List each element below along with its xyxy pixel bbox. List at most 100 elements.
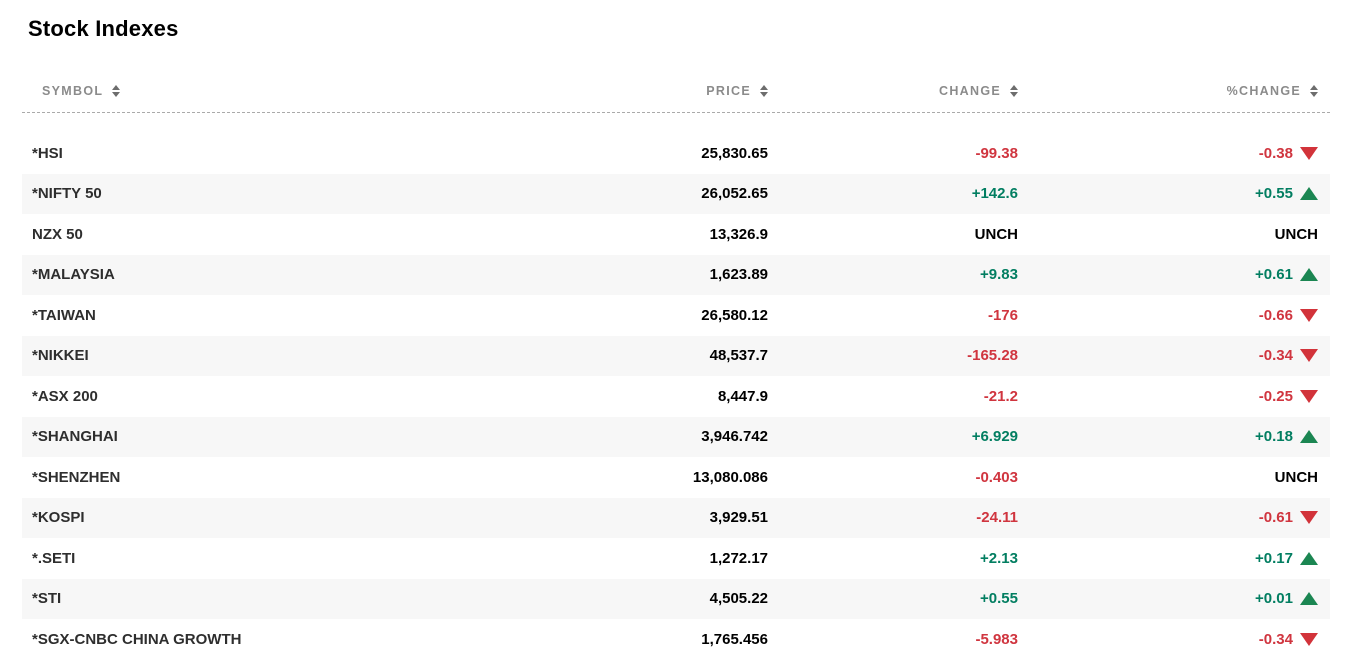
symbol-cell[interactable]: *SHENZHEN — [32, 468, 121, 486]
pct-change-cell: -0.34 — [1018, 347, 1330, 364]
pct-change-value: +0.17 — [1255, 549, 1293, 567]
up-triangle-icon — [1300, 551, 1318, 565]
pct-change-value: +0.01 — [1255, 590, 1293, 608]
symbol-cell[interactable]: *KOSPI — [32, 509, 85, 527]
symbol-cell[interactable]: *SHANGHAI — [32, 428, 118, 446]
table-row[interactable]: *HSI 25,830.65 -99.38 -0.38 — [22, 133, 1330, 174]
price-cell: 3,946.742 — [701, 428, 768, 446]
price-cell: 48,537.7 — [709, 347, 768, 365]
table-row[interactable]: *TAIWAN 26,580.12 -176 -0.66 — [22, 295, 1330, 336]
pct-change-value: -0.61 — [1258, 509, 1293, 527]
stock-indexes-table: SYMBOL PRICE CHANGE %CHANGE *HSI 25,830.… — [22, 70, 1330, 660]
table-row[interactable]: *STI 4,505.22 +0.55 +0.01 — [22, 578, 1330, 619]
column-header-pct-change-label: %CHANGE — [1226, 84, 1301, 98]
table-row[interactable]: NZX 50 13,326.9 UNCH UNCH — [22, 214, 1330, 255]
column-header-symbol[interactable]: SYMBOL — [22, 84, 522, 98]
page-title: Stock Indexes — [28, 16, 179, 41]
column-header-change[interactable]: CHANGE — [768, 84, 1018, 98]
down-triangle-icon — [1300, 511, 1318, 525]
pct-change-cell: +0.55 — [1018, 185, 1330, 202]
symbol-cell[interactable]: *NIKKEI — [32, 347, 89, 365]
change-cell: -0.403 — [975, 468, 1018, 486]
pct-change-value: UNCH — [1274, 225, 1318, 243]
pct-change-cell: +0.18 — [1018, 428, 1330, 445]
up-triangle-icon — [1300, 592, 1318, 606]
pct-change-value: -0.34 — [1258, 630, 1293, 648]
table-row[interactable]: *ASX 200 8,447.9 -21.2 -0.25 — [22, 376, 1330, 417]
down-triangle-icon — [1300, 308, 1318, 322]
table-header-row: SYMBOL PRICE CHANGE %CHANGE — [22, 70, 1330, 113]
column-header-change-label: CHANGE — [939, 84, 1001, 98]
sort-arrows-icon[interactable] — [1310, 85, 1318, 97]
sort-arrows-icon[interactable] — [112, 85, 121, 97]
pct-change-cell: +0.61 — [1018, 266, 1330, 283]
table-row[interactable]: *KOSPI 3,929.51 -24.11 -0.61 — [22, 497, 1330, 538]
symbol-cell[interactable]: *STI — [32, 590, 62, 608]
symbol-cell[interactable]: *NIFTY 50 — [32, 185, 102, 203]
down-triangle-icon — [1300, 146, 1318, 160]
column-header-price-label: PRICE — [706, 84, 751, 98]
change-cell: -99.38 — [975, 144, 1018, 162]
pct-change-value: -0.34 — [1258, 347, 1293, 365]
table-row[interactable]: *SHENZHEN 13,080.086 -0.403 UNCH — [22, 457, 1330, 498]
symbol-cell[interactable]: *.SETI — [32, 549, 76, 567]
table-row[interactable]: *NIKKEI 48,537.7 -165.28 -0.34 — [22, 335, 1330, 376]
price-cell: 13,080.086 — [692, 468, 768, 486]
down-triangle-icon — [1300, 632, 1318, 646]
table-row[interactable]: *MALAYSIA 1,623.89 +9.83 +0.61 — [22, 254, 1330, 295]
change-cell: -24.11 — [976, 509, 1018, 527]
pct-change-value: -0.38 — [1258, 144, 1293, 162]
table-row[interactable]: *.SETI 1,272.17 +2.13 +0.17 — [22, 538, 1330, 579]
price-cell: 13,326.9 — [709, 225, 768, 243]
pct-change-cell: -0.66 — [1018, 307, 1330, 324]
pct-change-cell: -0.38 — [1018, 145, 1330, 162]
column-header-pct-change[interactable]: %CHANGE — [1018, 84, 1330, 98]
up-triangle-icon — [1300, 430, 1318, 444]
down-triangle-icon — [1300, 389, 1318, 403]
change-cell: +2.13 — [980, 549, 1018, 567]
price-cell: 1,272.17 — [709, 549, 768, 567]
pct-change-cell: +0.17 — [1018, 550, 1330, 567]
change-cell: +0.55 — [980, 590, 1018, 608]
price-cell: 1,623.89 — [709, 266, 768, 284]
pct-change-cell: -0.34 — [1018, 631, 1330, 648]
change-cell: -176 — [987, 306, 1018, 324]
pct-change-cell: UNCH — [1018, 226, 1330, 243]
pct-change-value: -0.25 — [1258, 387, 1293, 405]
pct-change-value: +0.61 — [1255, 266, 1293, 284]
pct-change-value: UNCH — [1274, 468, 1318, 486]
up-triangle-icon — [1300, 268, 1318, 282]
pct-change-cell: -0.61 — [1018, 509, 1330, 526]
pct-change-value: +0.55 — [1255, 185, 1293, 203]
pct-change-cell: -0.25 — [1018, 388, 1330, 405]
table-row[interactable]: *SHANGHAI 3,946.742 +6.929 +0.18 — [22, 416, 1330, 457]
sort-arrows-icon[interactable] — [1010, 85, 1018, 97]
pct-change-value: -0.66 — [1258, 306, 1293, 324]
symbol-cell[interactable]: *TAIWAN — [32, 306, 96, 324]
table-body: *HSI 25,830.65 -99.38 -0.38 *NIFTY 50 26… — [22, 113, 1330, 660]
change-cell: -5.983 — [975, 630, 1018, 648]
change-cell: +9.83 — [980, 266, 1018, 284]
price-cell: 4,505.22 — [709, 590, 768, 608]
price-cell: 26,052.65 — [701, 185, 768, 203]
change-cell: -21.2 — [983, 387, 1018, 405]
table-row[interactable]: *NIFTY 50 26,052.65 +142.6 +0.55 — [22, 173, 1330, 214]
price-cell: 8,447.9 — [717, 387, 768, 405]
price-cell: 26,580.12 — [701, 306, 768, 324]
sort-arrows-icon[interactable] — [760, 85, 768, 97]
symbol-cell[interactable]: *HSI — [32, 144, 63, 162]
symbol-cell[interactable]: *MALAYSIA — [32, 266, 115, 284]
price-cell: 1,765.456 — [701, 630, 768, 648]
pct-change-cell: +0.01 — [1018, 590, 1330, 607]
price-cell: 3,929.51 — [709, 509, 768, 527]
symbol-cell[interactable]: NZX 50 — [32, 225, 83, 243]
column-header-price[interactable]: PRICE — [522, 84, 768, 98]
change-cell: -165.28 — [967, 347, 1018, 365]
symbol-cell[interactable]: *ASX 200 — [32, 387, 98, 405]
symbol-cell[interactable]: *SGX-CNBC CHINA GROWTH — [32, 630, 242, 648]
change-cell: +142.6 — [971, 185, 1018, 203]
column-header-symbol-label: SYMBOL — [42, 84, 104, 98]
down-triangle-icon — [1300, 349, 1318, 363]
table-row[interactable]: *SGX-CNBC CHINA GROWTH 1,765.456 -5.983 … — [22, 619, 1330, 660]
